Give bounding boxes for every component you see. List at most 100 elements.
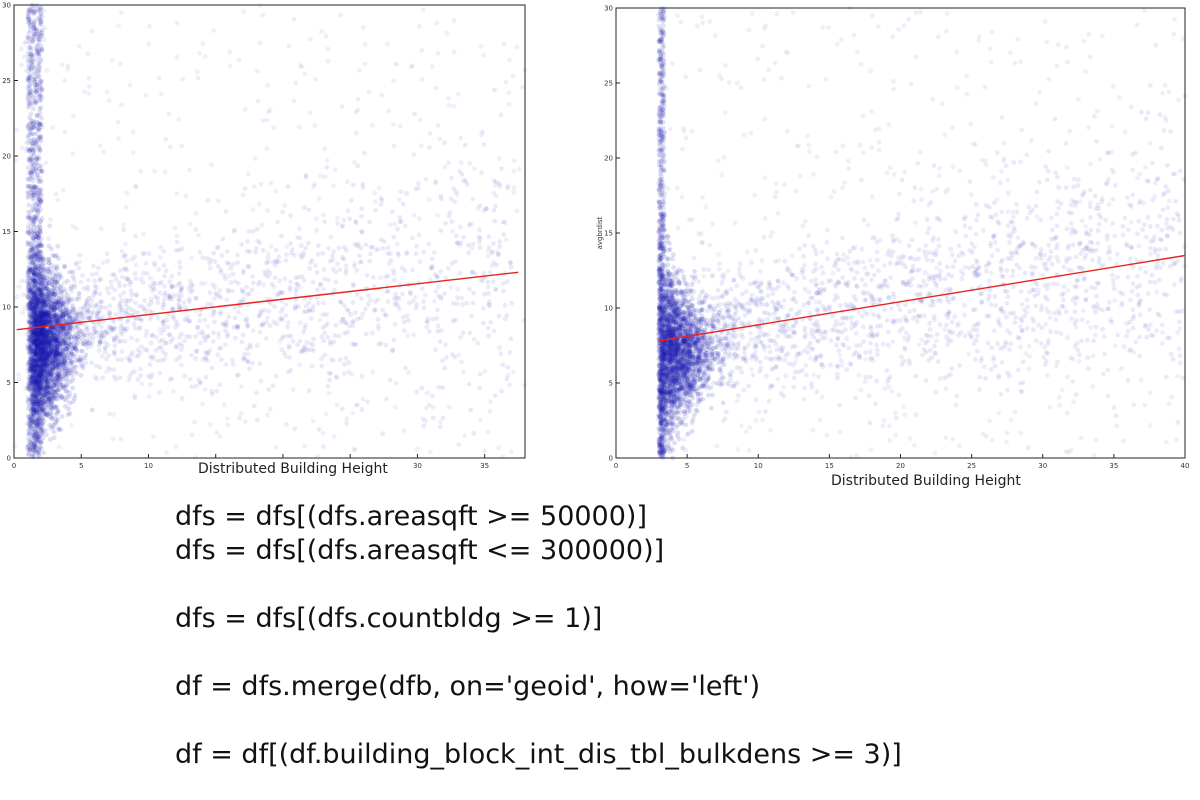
scatter-point — [53, 306, 58, 312]
scatter-point — [39, 293, 45, 298]
scatter-point — [70, 310, 76, 315]
scatter-point — [42, 336, 48, 342]
scatter-point — [492, 218, 498, 224]
scatter-point — [57, 271, 62, 277]
scatter-point — [174, 239, 180, 245]
scatter-point — [56, 331, 61, 336]
scatter-point — [57, 273, 62, 279]
scatter-point — [320, 251, 325, 256]
scatter-point — [33, 293, 38, 299]
scatter-point — [33, 382, 38, 387]
scatter-point — [26, 202, 32, 208]
scatter-point — [57, 373, 62, 379]
scatter-point — [167, 332, 173, 338]
scatter-point — [52, 332, 57, 338]
scatter-point — [32, 302, 38, 307]
scatter-point — [30, 400, 36, 405]
scatter-point — [41, 334, 47, 340]
scatter-point — [41, 354, 46, 360]
scatter-point — [44, 335, 49, 341]
scatter-point — [47, 390, 53, 396]
scatter-point — [30, 358, 36, 364]
scatter-point — [28, 53, 33, 59]
scatter-point — [86, 330, 91, 336]
scatter-point — [440, 358, 445, 363]
scatter-point — [481, 306, 486, 311]
scatter-point — [211, 330, 216, 336]
scatter-point — [51, 393, 56, 399]
scatter-point — [47, 314, 53, 320]
scatter-point — [40, 310, 45, 316]
scatter-point — [43, 366, 49, 372]
scatter-point — [359, 373, 365, 379]
scatter-point — [223, 342, 228, 348]
scatter-point — [363, 331, 369, 337]
scatter-point — [47, 396, 53, 401]
scatter-point — [49, 350, 55, 356]
scatter-point — [45, 335, 50, 341]
scatter-point — [110, 272, 115, 278]
scatter-point — [50, 336, 55, 342]
scatter-point — [188, 352, 194, 358]
scatter-point — [45, 385, 51, 391]
scatter-point — [30, 372, 36, 377]
scatter-point — [30, 290, 35, 296]
scatter-point — [280, 306, 285, 312]
scatter-point — [468, 407, 474, 413]
scatter-point — [477, 227, 482, 233]
scatter-point — [35, 438, 41, 444]
scatter-point — [41, 392, 46, 398]
scatter-point — [45, 310, 51, 316]
scatter-point — [38, 372, 44, 377]
scatter-point — [40, 328, 45, 333]
scatter-point — [36, 306, 41, 312]
scatter-point — [39, 271, 45, 277]
scatter-point — [122, 283, 128, 288]
scatter-point — [253, 390, 259, 396]
scatter-point — [39, 395, 45, 401]
scatter-point — [47, 341, 53, 346]
scatter-point — [250, 274, 256, 279]
scatter-point — [446, 213, 452, 219]
scatter-point — [50, 319, 55, 325]
scatter-point — [37, 287, 43, 293]
scatter-point — [32, 358, 37, 364]
scatter-point — [55, 417, 61, 423]
scatter-point — [37, 401, 42, 407]
scatter-point — [358, 245, 363, 251]
scatter-point — [32, 343, 37, 349]
scatter-point — [57, 341, 63, 347]
scatter-point — [257, 361, 263, 367]
scatter-point — [306, 240, 311, 246]
scatter-point — [49, 376, 54, 381]
scatter-point — [66, 368, 71, 374]
scatter-point — [457, 169, 463, 174]
scatter-point — [30, 140, 36, 146]
scatter-point — [33, 384, 39, 389]
scatter-point — [66, 329, 71, 335]
scatter-point — [48, 372, 54, 377]
scatter-point — [244, 346, 250, 352]
scatter-point — [54, 378, 60, 384]
scatter-point — [33, 281, 39, 287]
scatter-point — [36, 238, 42, 244]
scatter-point — [148, 340, 154, 346]
scatter-point — [34, 438, 40, 443]
scatter-point — [112, 343, 118, 348]
scatter-point — [32, 213, 38, 219]
scatter-point — [169, 306, 175, 312]
scatter-point — [277, 317, 283, 323]
scatter-point — [72, 393, 78, 398]
scatter-point — [64, 394, 70, 399]
scatter-point — [28, 348, 34, 353]
scatter-point — [46, 352, 52, 357]
scatter-point — [34, 113, 40, 118]
scatter-point — [51, 310, 57, 316]
scatter-point — [283, 302, 289, 307]
scatter-point — [51, 351, 57, 357]
scatter-point — [47, 333, 52, 339]
scatter-point — [32, 331, 38, 336]
scatter-point — [333, 279, 339, 285]
scatter-point — [33, 351, 39, 356]
scatter-point — [366, 293, 371, 299]
